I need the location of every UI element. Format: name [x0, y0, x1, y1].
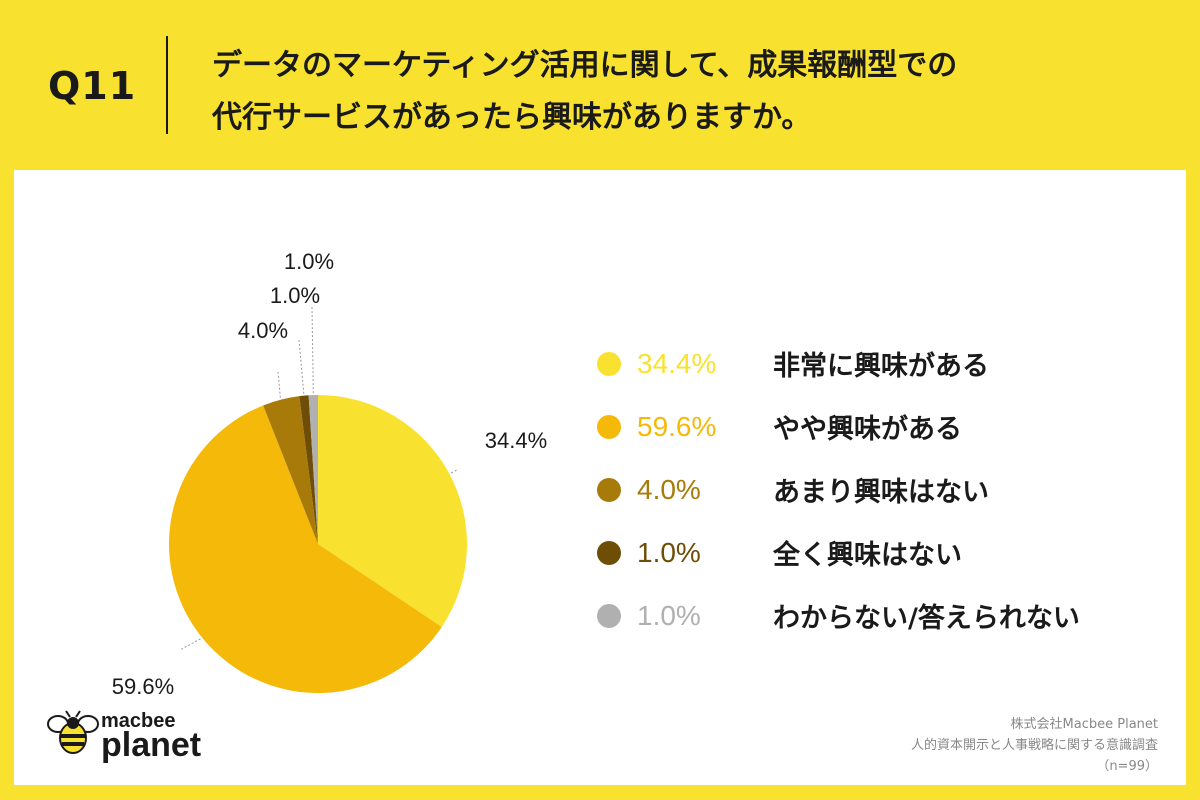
- question-number: Q11: [48, 64, 137, 108]
- footer-sample: （n=99）: [1096, 759, 1158, 774]
- header: Q11 データのマーケティング活用に関して、成果報酬型での 代行サービスがあった…: [0, 0, 1200, 170]
- legend-value: 34.4%: [637, 347, 717, 379]
- legend-label: わからない/答えられない: [773, 603, 1080, 634]
- legend-label: やや興味がある: [773, 414, 962, 445]
- pie-data-label: 4.0%: [238, 318, 288, 343]
- pie-leader-line: [298, 339, 305, 394]
- legend-swatch: [597, 477, 621, 502]
- legend-value: 1.0%: [637, 536, 701, 568]
- bee-icon: [47, 710, 99, 754]
- logo-word-planet: planet: [101, 726, 202, 764]
- legend-swatch: [597, 603, 621, 628]
- legend-item: 1.0% わからない/答えられない: [597, 584, 1080, 647]
- pie-leader-line: [450, 469, 458, 474]
- pie-slice: [263, 396, 318, 544]
- footer-source: 株式会社Macbee Planet 人的資本開示と人事戦略に関する意識調査 （n…: [911, 714, 1158, 777]
- logo-word-macbee: macbee: [101, 710, 176, 732]
- legend-label: 全く興味はない: [773, 540, 962, 571]
- footer-company: 株式会社Macbee Planet: [1010, 717, 1158, 732]
- pie-slice: [318, 395, 467, 627]
- legend: 34.4% 非常に興味がある 59.6% やや興味がある 4.0% あまり興味はない 1.0…: [597, 332, 1080, 647]
- pie-slice: [308, 394, 318, 544]
- legend-value: 1.0%: [637, 599, 701, 631]
- legend-item: 34.4% 非常に興味がある: [597, 332, 1080, 395]
- legend-swatch: [597, 540, 621, 565]
- footer-survey: 人的資本開示と人事戦略に関する意識調査: [910, 738, 1158, 753]
- question-title-line1: データのマーケティング活用に関して、成果報酬型での: [212, 48, 958, 83]
- question-title: データのマーケティング活用に関して、成果報酬型での 代行サービスがあったら興味が…: [212, 40, 957, 144]
- legend-label: あまり興味はない: [773, 477, 989, 508]
- pie-leader-line: [179, 638, 201, 651]
- header-divider: [166, 36, 168, 134]
- pie-data-label: 1.0%: [270, 283, 320, 308]
- legend-swatch: [597, 414, 621, 439]
- legend-value: 59.6%: [637, 410, 717, 442]
- question-title-line2: 代行サービスがあったら興味がありますか。: [212, 100, 812, 135]
- legend-item: 1.0% 全く興味はない: [597, 521, 1080, 584]
- pie-data-label: 59.6%: [112, 674, 174, 699]
- pie-data-label: 34.4%: [485, 428, 547, 453]
- pie-leader-line: [311, 305, 314, 394]
- pie-leader-line: [277, 371, 281, 398]
- pie-slice: [299, 395, 318, 544]
- macbee-planet-logo: macbee planet: [46, 710, 201, 764]
- legend-item: 4.0% あまり興味はない: [597, 458, 1080, 521]
- pie-data-label: 1.0%: [284, 249, 334, 274]
- legend-value: 4.0%: [637, 473, 701, 505]
- pie-slice: [169, 405, 442, 693]
- legend-label: 非常に興味がある: [773, 351, 989, 382]
- legend-item: 59.6% やや興味がある: [597, 395, 1080, 458]
- legend-swatch: [597, 351, 621, 376]
